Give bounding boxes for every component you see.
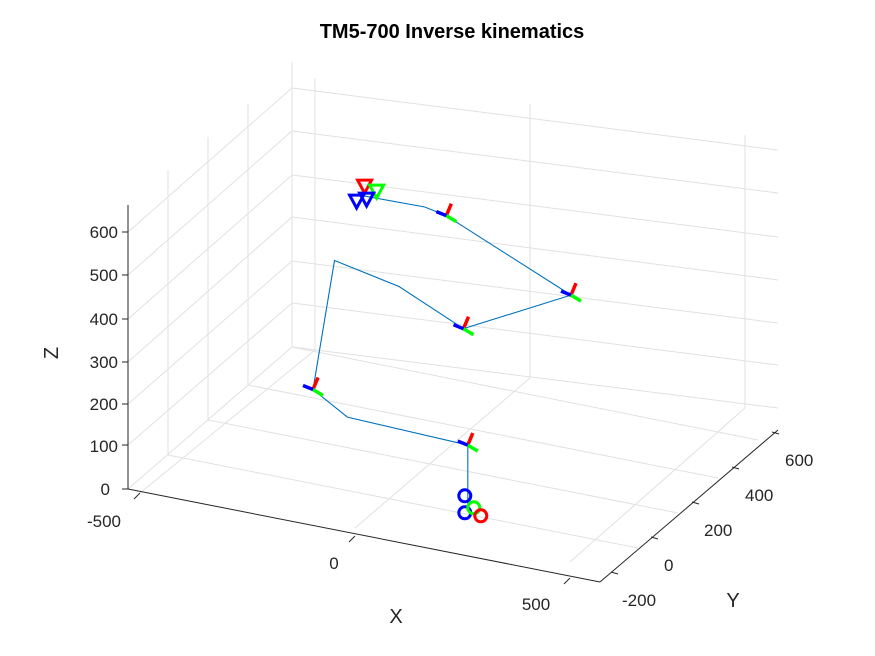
- frame-axis: [302, 383, 314, 392]
- grid-line: [291, 260, 779, 324]
- robot-arm: [302, 178, 582, 524]
- grid-lines: [127, 62, 779, 563]
- frame-axis: [569, 282, 578, 296]
- x-tick-label: 0: [329, 554, 338, 573]
- frame-axis: [466, 432, 475, 446]
- grid-line: [291, 87, 779, 151]
- frame-axis: [457, 439, 469, 447]
- base-marker: [473, 508, 489, 524]
- y-tick-label: 0: [664, 556, 673, 575]
- tick-mark: [348, 535, 356, 543]
- tick-mark: [610, 571, 619, 575]
- frame-axis: [560, 289, 572, 297]
- z-tick-label: 200: [90, 395, 118, 414]
- grid-line: [127, 302, 293, 446]
- frame-axis: [570, 293, 582, 303]
- z-tick-label: 300: [90, 353, 118, 372]
- y-axis-line: [599, 429, 779, 583]
- x-tick-label: 500: [522, 595, 550, 614]
- base-marker: [457, 488, 473, 504]
- axes-box: [122, 205, 780, 585]
- y-tick-label: 600: [785, 451, 813, 470]
- y-tick-label: 200: [704, 521, 732, 540]
- y-tick-label: -200: [622, 591, 656, 610]
- z-tick-labels: 0 100 200 300 400 500 600: [90, 223, 118, 499]
- z-axis-label: Z: [41, 347, 63, 359]
- end-effector-marker: [355, 178, 375, 197]
- tick-mark: [650, 536, 659, 540]
- z-tick-label: 400: [90, 310, 118, 329]
- frame-axis: [435, 210, 447, 218]
- frame-axis: [452, 323, 465, 331]
- grid-line: [127, 87, 293, 233]
- y-tick-labels: -200 0 200 400 600: [622, 451, 813, 610]
- grid-line: [127, 130, 293, 276]
- y-tick-label: 400: [745, 486, 773, 505]
- grid-line: [127, 216, 293, 363]
- grid-line: [291, 302, 779, 366]
- frame-axis: [461, 316, 471, 330]
- joint-frame: [435, 203, 458, 224]
- end-effector-marker: [347, 193, 367, 212]
- frame-axis: [445, 214, 458, 224]
- grid-line: [127, 346, 293, 490]
- x-tick-label: -500: [87, 512, 121, 531]
- joint-frame: [457, 432, 479, 453]
- frame-axis: [466, 443, 479, 453]
- joint-frame: [560, 282, 582, 303]
- frame-axis: [312, 387, 324, 398]
- x-axis-label: X: [389, 606, 402, 628]
- tick-mark: [771, 431, 780, 435]
- grid-line: [354, 377, 531, 529]
- tick-mark: [133, 492, 141, 500]
- grid-line: [207, 419, 679, 514]
- grid-line: [291, 346, 759, 441]
- grid-line: [247, 384, 719, 479]
- z-tick-label: 600: [90, 223, 118, 242]
- z-tick-label: 500: [90, 266, 118, 285]
- tick-mark: [691, 501, 700, 505]
- chart-title: TM5-700 Inverse kinematics: [320, 21, 585, 43]
- grid-line: [167, 454, 639, 549]
- joint-frame: [302, 376, 324, 398]
- grid-line: [139, 349, 316, 494]
- y-axis-label: Y: [726, 590, 739, 612]
- grid-line: [291, 130, 779, 194]
- z-tick-label: 0: [101, 480, 110, 499]
- frame-axis: [311, 376, 320, 391]
- grid-line: [569, 407, 746, 563]
- x-tick-labels: -500 0 500: [87, 512, 550, 614]
- frame-axis: [462, 327, 475, 337]
- frame-axis: [444, 203, 453, 217]
- z-tick-label: 100: [90, 437, 118, 456]
- joint-frame: [452, 316, 475, 337]
- grid-line: [127, 260, 293, 405]
- end-effector-marker: [357, 191, 377, 210]
- robot-link-line: [312, 195, 573, 504]
- tick-mark: [563, 577, 571, 585]
- grid-line: [291, 346, 779, 409]
- x-axis-line: [127, 488, 601, 583]
- tick-mark: [731, 466, 740, 470]
- grid-line: [291, 216, 779, 281]
- grid-line: [127, 174, 293, 320]
